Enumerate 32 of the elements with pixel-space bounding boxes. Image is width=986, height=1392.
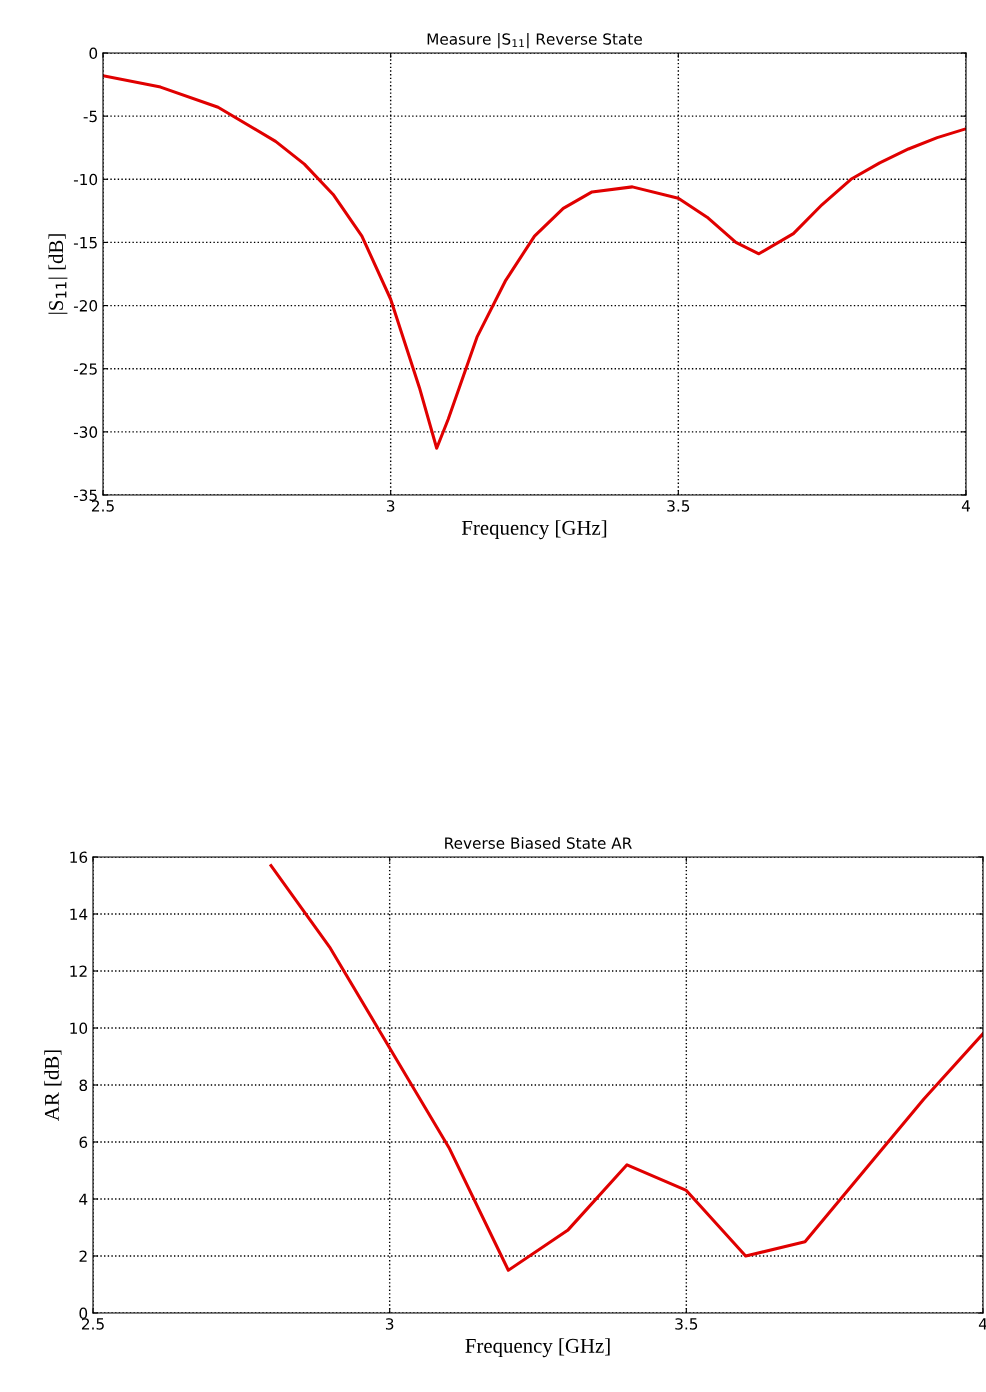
x-tick-label: 3 — [385, 1318, 394, 1330]
x-tick-label: 3.5 — [667, 500, 690, 512]
y-tick-label: -30 — [73, 426, 98, 438]
y-tick-label: -20 — [73, 300, 98, 312]
y-tick-label: 8 — [79, 1079, 88, 1092]
y-tick-label: 14 — [70, 908, 88, 920]
y-tick-label: 12 — [70, 965, 87, 977]
y-tick-label: 10 — [70, 1022, 88, 1035]
y-tick-label: 16 — [70, 851, 88, 864]
y-tick-label: 0 — [79, 1307, 88, 1320]
x-tick-label: 4 — [961, 500, 970, 512]
x-tick-label: 3 — [386, 500, 395, 512]
x-tick-label: 3.5 — [675, 1318, 698, 1330]
y-tick-label: 0 — [89, 47, 98, 60]
x-tick-label: 2.5 — [81, 1318, 104, 1330]
y-tick-label: 6 — [79, 1136, 88, 1149]
y-tick-label: -15 — [73, 237, 97, 249]
line-series — [269, 864, 983, 1272]
x-tick-label: 2.5 — [91, 500, 114, 512]
y-tick-label: -35 — [73, 489, 97, 502]
y-tick-label: -10 — [73, 173, 98, 186]
chart-title: Reverse Biased State AR — [445, 837, 632, 849]
line-series — [103, 74, 966, 450]
y-tick-label: -25 — [73, 363, 97, 375]
y-axis-title: AR [dB] — [44, 1050, 62, 1121]
y-axis-title: |S$_{11}$| [dB] — [48, 234, 68, 314]
x-axis-title: Frequency [GHz] — [465, 1338, 610, 1358]
chart-title: Measure |S$_{11}$| Reverse State — [427, 32, 642, 49]
x-axis-title: Frequency [GHz] — [461, 520, 607, 540]
y-tick-label: -5 — [83, 110, 97, 123]
y-tick-label: 4 — [79, 1193, 88, 1205]
y-tick-label: 2 — [79, 1250, 87, 1262]
